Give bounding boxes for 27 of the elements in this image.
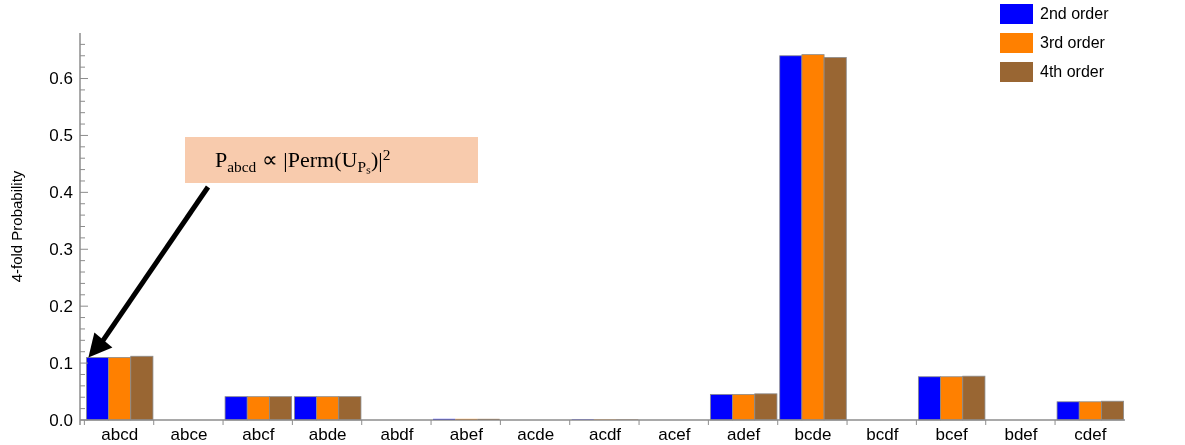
x-tick-label: bdef (1004, 425, 1038, 444)
x-tick-label: abde (308, 425, 347, 444)
y-tick-label: 0.6 (49, 69, 73, 89)
x-tick-label: bcde (794, 425, 832, 444)
y-tick-label: 0.0 (49, 410, 73, 430)
y-axis-title: 4-fold Probability (8, 170, 25, 283)
x-tick-label: bcdf (866, 425, 899, 444)
x-tick-label: cdef (1074, 425, 1107, 444)
x-tick-label: acdf (588, 425, 622, 444)
y-tick-label: 0.5 (49, 126, 73, 146)
x-tick-label: abcf (242, 425, 275, 444)
x-tick-label: acef (658, 425, 691, 444)
x-tick-label: abcd (101, 425, 139, 444)
x-tick-label: abef (449, 425, 484, 444)
annotation: P$_{abcd}$ ∝ |Perm(U$_{Pₛ}$)|$^{2}$ (215, 146, 391, 175)
x-tick-label: bcef (935, 425, 969, 444)
x-tick-label: abce (170, 425, 208, 444)
y-tick-label: 0.3 (49, 240, 73, 260)
y-tick-label: 0.2 (49, 297, 73, 317)
legend-label: 3rd order (1040, 34, 1106, 51)
x-tick-label: abdf (380, 425, 414, 444)
y-tick-label: 0.1 (49, 354, 73, 374)
y-tick-label: 0.4 (49, 183, 73, 203)
x-tick-label: acde (517, 425, 555, 444)
x-tick-label: adef (727, 425, 761, 444)
legend-label: 2nd order (1040, 5, 1110, 22)
legend-label: 4th order (1040, 63, 1105, 80)
